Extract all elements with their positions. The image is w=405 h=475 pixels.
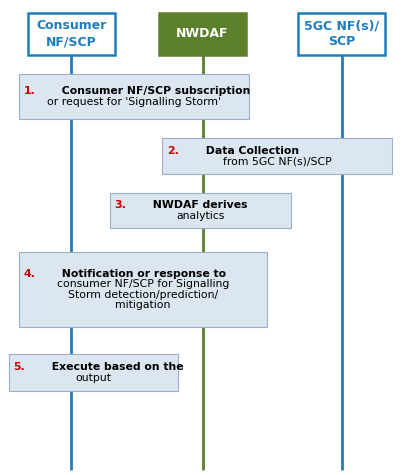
Text: Consumer
NF/SCP: Consumer NF/SCP — [36, 19, 107, 48]
Text: Data Collection: Data Collection — [202, 145, 299, 155]
Text: 3.: 3. — [115, 200, 126, 210]
Text: consumer NF/SCP for Signalling: consumer NF/SCP for Signalling — [57, 279, 229, 289]
Text: NWDAF derives: NWDAF derives — [149, 200, 247, 210]
Text: Execute based on the: Execute based on the — [48, 362, 184, 372]
FancyBboxPatch shape — [162, 138, 392, 173]
Text: 4.: 4. — [24, 269, 36, 279]
Text: Consumer NF/SCP subscription: Consumer NF/SCP subscription — [58, 86, 251, 96]
Text: Notification or response to: Notification or response to — [58, 269, 226, 279]
Text: 1.: 1. — [24, 86, 36, 96]
Text: 5GC NF(s)/
SCP: 5GC NF(s)/ SCP — [304, 19, 379, 48]
FancyBboxPatch shape — [19, 252, 267, 327]
FancyBboxPatch shape — [298, 12, 385, 55]
FancyBboxPatch shape — [110, 192, 291, 228]
FancyBboxPatch shape — [9, 353, 178, 391]
Text: analytics: analytics — [176, 210, 225, 220]
Text: Storm detection/prediction/: Storm detection/prediction/ — [68, 290, 218, 300]
FancyBboxPatch shape — [28, 12, 115, 55]
Text: 5.: 5. — [14, 362, 26, 372]
Text: 2.: 2. — [167, 145, 179, 155]
Text: mitigation: mitigation — [115, 300, 171, 310]
Text: from 5GC NF(s)/SCP: from 5GC NF(s)/SCP — [223, 156, 332, 166]
Text: or request for 'Signalling Storm': or request for 'Signalling Storm' — [47, 97, 221, 107]
FancyBboxPatch shape — [19, 74, 249, 119]
Text: NWDAF: NWDAF — [176, 28, 229, 40]
Text: output: output — [75, 373, 111, 383]
FancyBboxPatch shape — [159, 12, 246, 55]
